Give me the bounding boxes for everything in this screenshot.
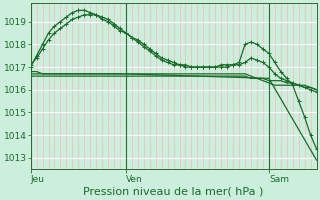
X-axis label: Pression niveau de la mer( hPa ): Pression niveau de la mer( hPa )	[84, 187, 264, 197]
